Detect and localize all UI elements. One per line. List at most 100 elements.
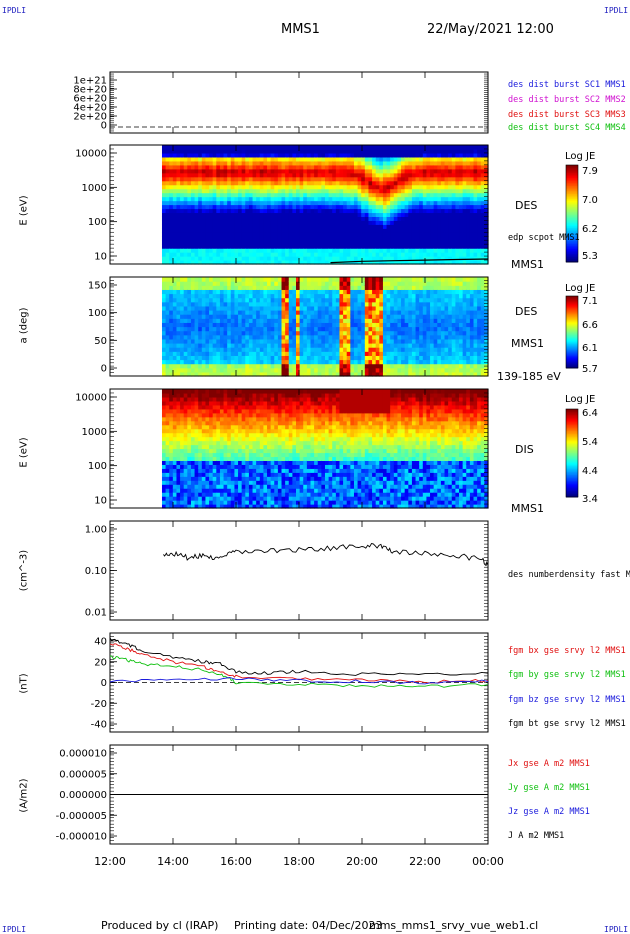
heatmap-cell bbox=[303, 164, 308, 170]
heatmap-cell bbox=[227, 232, 232, 237]
heatmap-cell bbox=[263, 224, 268, 229]
heatmap-cell bbox=[183, 359, 188, 365]
heatmap-cell bbox=[227, 196, 232, 202]
heatmap-cell bbox=[430, 355, 435, 361]
heatmap-cell bbox=[415, 310, 420, 315]
heatmap-cell bbox=[267, 248, 272, 253]
heatmap-cell bbox=[408, 160, 413, 166]
heatmap-cell bbox=[379, 152, 384, 158]
heatmap-cell bbox=[422, 318, 428, 323]
heatmap-cell bbox=[397, 314, 402, 319]
heatmap-cell bbox=[288, 248, 293, 253]
heatmap-cell bbox=[277, 228, 283, 233]
heatmap-cell bbox=[426, 248, 431, 253]
heatmap-cell bbox=[357, 216, 362, 221]
heatmap-cell bbox=[183, 322, 188, 328]
heatmap-cell bbox=[288, 216, 293, 221]
heatmap-cell bbox=[263, 204, 268, 210]
heatmap-cell bbox=[350, 363, 355, 369]
heatmap-cell bbox=[339, 156, 344, 162]
heatmap-cell bbox=[259, 297, 264, 303]
heatmap-cell bbox=[393, 204, 399, 210]
heatmap-cell bbox=[306, 285, 312, 290]
heatmap-cell bbox=[440, 248, 446, 253]
heatmap-cell bbox=[462, 293, 467, 299]
heatmap-cell bbox=[343, 172, 348, 178]
heatmap-cell bbox=[357, 277, 362, 282]
heatmap-cell bbox=[466, 184, 471, 190]
heatmap-cell bbox=[335, 200, 341, 206]
heatmap-cell bbox=[285, 371, 290, 377]
heatmap-cell bbox=[390, 355, 395, 361]
heatmap-cell bbox=[462, 338, 467, 344]
heatmap-cell bbox=[440, 148, 446, 154]
heatmap-cell bbox=[161, 318, 167, 323]
heatmap-cell bbox=[248, 224, 254, 229]
heatmap-cell bbox=[201, 256, 207, 261]
heatmap-cell bbox=[339, 277, 344, 282]
heatmap-cell bbox=[440, 236, 446, 241]
heatmap-cell bbox=[172, 148, 178, 154]
heatmap-cell bbox=[361, 220, 366, 225]
heatmap-cell bbox=[209, 343, 214, 348]
heatmap-cell bbox=[274, 188, 279, 194]
heatmap-cell bbox=[169, 277, 174, 282]
heatmap-cell bbox=[296, 330, 301, 336]
heatmap-cell bbox=[303, 204, 308, 210]
heatmap-cell bbox=[277, 334, 283, 340]
heatmap-cell bbox=[267, 168, 272, 174]
heatmap-cell bbox=[259, 252, 264, 257]
heatmap-cell bbox=[256, 363, 261, 369]
heatmap-cell bbox=[245, 236, 250, 241]
heatmap-cell bbox=[238, 281, 243, 286]
heatmap-cell bbox=[296, 293, 301, 299]
heatmap-cell bbox=[296, 359, 301, 365]
heatmap-cell bbox=[375, 232, 380, 237]
heatmap-cell bbox=[343, 297, 348, 303]
heatmap-cell bbox=[448, 301, 453, 307]
heatmap-cell bbox=[350, 200, 355, 206]
heatmap-cell bbox=[466, 172, 471, 178]
heatmap-cell bbox=[459, 145, 464, 150]
heatmap-cell bbox=[230, 330, 236, 336]
heatmap-cell bbox=[281, 192, 286, 198]
heatmap-cell bbox=[263, 236, 268, 241]
heatmap-cell bbox=[361, 334, 366, 340]
heatmap-cell bbox=[252, 160, 257, 166]
heatmap-cell bbox=[285, 305, 290, 311]
heatmap-cell bbox=[350, 208, 355, 214]
heatmap-cell bbox=[455, 289, 460, 295]
heatmap-cell bbox=[263, 232, 268, 237]
heatmap-cell bbox=[419, 289, 424, 295]
heatmap-cell bbox=[328, 347, 333, 352]
heatmap-cell bbox=[267, 281, 272, 286]
heatmap-cell bbox=[169, 400, 174, 406]
heatmap-cell bbox=[451, 204, 456, 210]
heatmap-cell bbox=[212, 148, 217, 154]
heatmap-cell bbox=[332, 351, 337, 356]
heatmap-cell bbox=[404, 355, 409, 361]
heatmap-cell bbox=[357, 305, 362, 311]
heatmap-cell bbox=[343, 252, 348, 257]
heatmap-cell bbox=[404, 281, 409, 286]
heatmap-cell bbox=[401, 228, 406, 233]
heatmap-cell bbox=[415, 152, 420, 158]
heatmap-cell bbox=[473, 363, 478, 369]
heatmap-cell bbox=[375, 240, 380, 245]
heatmap-cell bbox=[364, 252, 370, 257]
heatmap-cell bbox=[274, 256, 279, 261]
heatmap-cell bbox=[426, 184, 431, 190]
heatmap-cell bbox=[455, 351, 460, 356]
heatmap-cell bbox=[451, 228, 456, 233]
heatmap-cell bbox=[285, 359, 290, 365]
heatmap-cell bbox=[241, 256, 246, 261]
heatmap-cell bbox=[190, 256, 196, 261]
heatmap-cell bbox=[288, 244, 293, 249]
heatmap-cell bbox=[252, 244, 257, 249]
heatmap-cell bbox=[310, 310, 315, 315]
heatmap-cell bbox=[241, 224, 246, 229]
heatmap-cell bbox=[382, 232, 388, 237]
heatmap-cell bbox=[187, 359, 192, 365]
heatmap-cell bbox=[411, 334, 417, 340]
heatmap-cell bbox=[357, 224, 362, 229]
